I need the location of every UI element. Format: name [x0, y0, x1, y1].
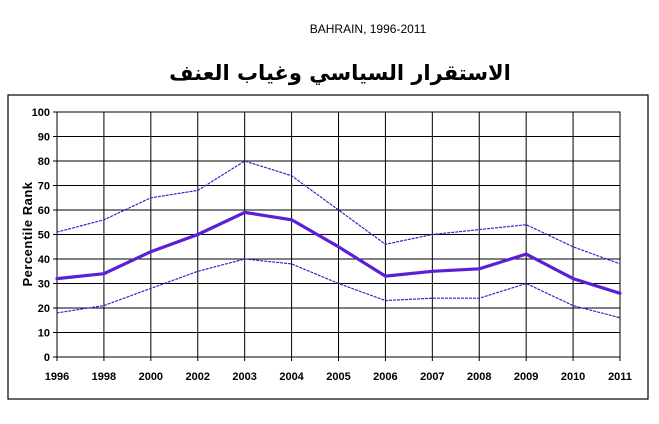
x-tick-label: 2003 [232, 371, 256, 383]
y-tick-label: 20 [38, 303, 50, 315]
y-tick-label: 70 [38, 181, 50, 193]
x-axis-ticks: 1996 1998 2000 2002 2003 2004 2005 2006 2007 2008… [45, 357, 632, 383]
y-tick-label: 50 [38, 230, 50, 242]
x-tick-label: 2000 [139, 371, 163, 383]
chart-frame [7, 94, 649, 400]
grid [56, 111, 621, 358]
x-tick-label: 1998 [92, 371, 116, 383]
y-tick-label: 80 [38, 156, 50, 168]
y-tick-label: 0 [44, 352, 50, 364]
y-tick-label: 10 [38, 328, 50, 340]
y-tick-label: 90 [38, 132, 50, 144]
y-tick-label: 60 [38, 205, 50, 217]
y-tick-label: 100 [32, 107, 50, 119]
chart-subtitle: BAHRAIN, 1996-2011 [310, 22, 427, 36]
x-tick-label: 2010 [561, 371, 585, 383]
y-axis-ticks: 0 10 20 30 40 50 60 70 80 90 100 [32, 107, 57, 364]
x-tick-label: 2011 [608, 371, 632, 383]
x-tick-label: 2007 [420, 371, 444, 383]
series-group [55, 160, 622, 319]
y-tick-label: 30 [38, 279, 50, 291]
x-tick-label: 2002 [186, 371, 210, 383]
series-line-bound-2 [56, 258, 621, 319]
x-tick-label: 2005 [326, 371, 350, 383]
x-tick-label: 2009 [514, 371, 538, 383]
series-line-bound-1 [56, 160, 621, 265]
x-tick-label: 2008 [467, 371, 491, 383]
x-tick-label: 1996 [45, 371, 69, 383]
series-line-estimate [55, 210, 622, 295]
x-tick-label: 2004 [279, 371, 304, 383]
x-tick-label: 2006 [373, 371, 397, 383]
chart-title: الاستقرار السياسي وغياب العنف [169, 61, 511, 85]
y-axis-label: Percentile Rank [20, 181, 35, 286]
y-tick-label: 40 [38, 254, 50, 266]
